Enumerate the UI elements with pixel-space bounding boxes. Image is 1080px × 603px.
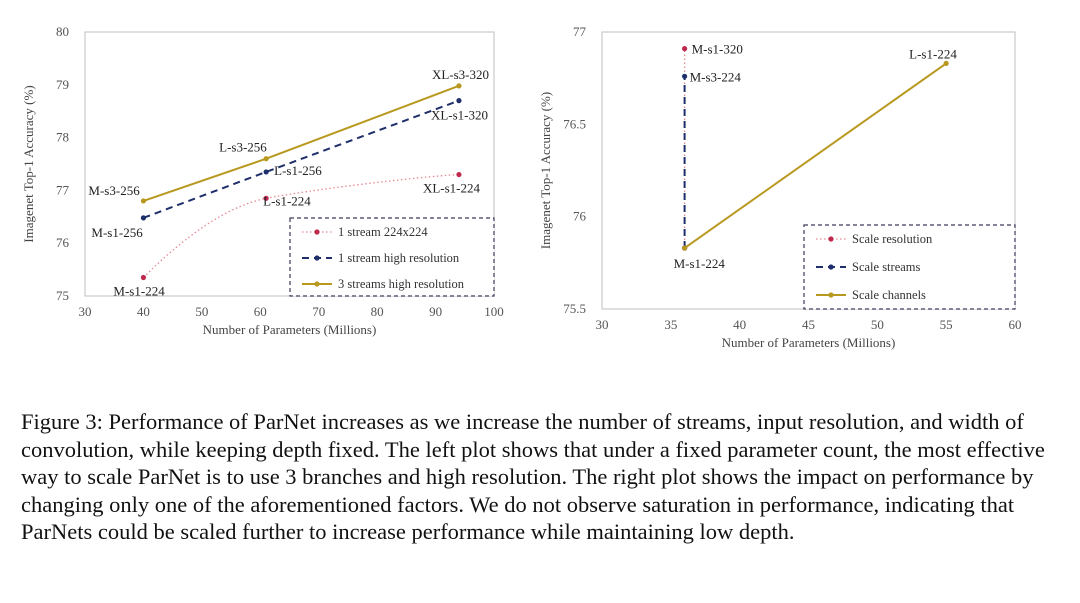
y-axis-title: Imagenet Top-1 Accuracy (%) xyxy=(538,92,553,249)
x-tick-label: 40 xyxy=(733,317,746,332)
data-point xyxy=(456,98,462,104)
data-point xyxy=(140,198,147,204)
point-label: M-s1-320 xyxy=(692,42,743,57)
x-tick-label: 55 xyxy=(940,317,953,332)
x-tick-label: 60 xyxy=(254,304,267,319)
left-chart: 30 40 50 60 70 80 90 100 75 76 77 78 79 80 Number of P… xyxy=(21,24,504,337)
legend-marker xyxy=(314,229,320,235)
y-tick-label: 77 xyxy=(573,24,587,39)
x-tick-label: 40 xyxy=(137,304,150,319)
x-axis-title: Number of Parameters (Millions) xyxy=(203,322,377,337)
y-tick-label: 75.5 xyxy=(563,301,586,316)
point-label: XL-s3-320 xyxy=(432,67,489,82)
x-tick-label: 30 xyxy=(596,317,609,332)
y-tick-label: 79 xyxy=(56,77,69,92)
point-label: XL-s1-224 xyxy=(423,181,481,196)
x-axis-title: Number of Parameters (Millions) xyxy=(722,335,896,350)
y-tick-label: 76 xyxy=(56,235,70,250)
series-line xyxy=(143,84,460,202)
y-tick-label: 75 xyxy=(56,288,69,303)
data-point xyxy=(456,171,462,178)
figure-caption: Figure 3: Performance of ParNet increase… xyxy=(21,409,1045,544)
right-chart: 30 35 40 45 50 55 60 75.5 76 76.5 77 Number of Para… xyxy=(538,24,1022,350)
legend-label: 3 streams high resolution xyxy=(338,277,465,291)
data-point xyxy=(263,156,269,162)
point-label: M-s3-224 xyxy=(690,69,742,84)
y-tick-label: 78 xyxy=(56,130,69,145)
y-tick-label: 76.5 xyxy=(563,116,586,131)
y-axis-title: Imagenet Top-1 Accuracy (%) xyxy=(21,85,36,242)
data-point xyxy=(263,195,269,201)
data-point xyxy=(140,215,147,221)
point-label: L-s1-224 xyxy=(909,46,957,61)
x-tick-label: 100 xyxy=(484,304,504,319)
x-tick-label: 35 xyxy=(664,317,677,332)
x-tick-label: 50 xyxy=(871,317,884,332)
x-tick-label: 45 xyxy=(802,317,815,332)
data-point xyxy=(456,83,462,89)
legend-marker xyxy=(314,281,320,287)
legend-label: Scale resolution xyxy=(852,232,933,246)
legend-label: Scale channels xyxy=(852,288,926,302)
data-point xyxy=(943,60,949,66)
y-tick-label: 76 xyxy=(573,209,587,224)
series-line xyxy=(684,62,947,249)
data-point xyxy=(682,73,688,79)
data-point xyxy=(263,169,269,175)
x-tick-label: 70 xyxy=(312,304,325,319)
point-label: M-s3-256 xyxy=(88,183,140,198)
legend-marker xyxy=(828,264,834,270)
legend-marker xyxy=(828,292,834,298)
point-label: XL-s1-320 xyxy=(431,108,488,123)
point-label: M-s1-224 xyxy=(113,284,165,299)
legend-marker xyxy=(828,236,834,242)
point-label: L-s1-224 xyxy=(263,193,311,208)
point-label: L-s1-256 xyxy=(274,163,322,178)
legend-label: 1 stream 224x224 xyxy=(338,225,428,239)
y-tick-label: 80 xyxy=(56,24,69,39)
data-point xyxy=(140,274,147,281)
x-tick-label: 80 xyxy=(371,304,384,319)
point-label: L-s3-256 xyxy=(219,140,267,155)
x-tick-label: 90 xyxy=(429,304,442,319)
x-tick-label: 30 xyxy=(79,304,92,319)
legend-label: 1 stream high resolution xyxy=(338,251,460,265)
legend-marker xyxy=(314,255,320,261)
point-label: M-s1-224 xyxy=(674,256,726,271)
data-point xyxy=(682,46,688,52)
series-line xyxy=(143,99,460,219)
point-label: M-s1-256 xyxy=(91,225,143,240)
y-tick-label: 77 xyxy=(56,182,70,197)
data-point xyxy=(682,245,688,251)
legend-label: Scale streams xyxy=(852,260,921,274)
x-tick-label: 60 xyxy=(1009,317,1022,332)
x-tick-label: 50 xyxy=(195,304,208,319)
figure-charts: 30 40 50 60 70 80 90 100 75 76 77 78 79 80 Number of P… xyxy=(21,24,1022,350)
